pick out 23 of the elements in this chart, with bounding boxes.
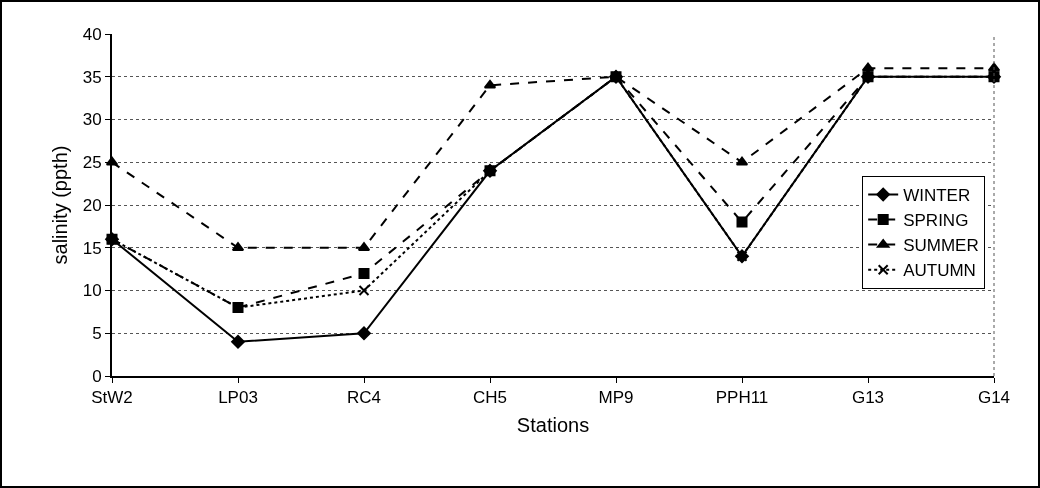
- x-tick-label: G13: [851, 388, 885, 408]
- y-tick-label: 20: [82, 195, 102, 215]
- y-tick-label: 35: [82, 67, 102, 87]
- x-tick-label: StW2: [91, 388, 133, 408]
- x-tick-label: PPH11: [715, 388, 769, 408]
- y-tick-label: 15: [82, 238, 102, 258]
- x-tick-label: G14: [977, 388, 1011, 408]
- y-tick-label: 25: [82, 153, 102, 173]
- y-tick-label: 30: [82, 110, 102, 130]
- legend-label: SUMMER: [903, 236, 979, 256]
- x-axis-title: Stations: [516, 414, 590, 437]
- x-tick-label: CH5: [472, 388, 508, 408]
- y-tick-label: 0: [92, 366, 102, 386]
- y-axis-title: salinity (ppth): [48, 145, 71, 265]
- legend-label: WINTER: [903, 186, 971, 206]
- y-tick-label: 5: [92, 324, 102, 344]
- y-tick-label: 10: [82, 281, 102, 301]
- x-tick-label: MP9: [598, 388, 634, 408]
- legend-label: AUTUMN: [903, 261, 976, 281]
- y-tick-label: 40: [82, 24, 102, 44]
- x-tick-label: RC4: [346, 388, 382, 408]
- legend-label: SPRING: [903, 211, 969, 231]
- x-tick-label: LP03: [218, 388, 258, 408]
